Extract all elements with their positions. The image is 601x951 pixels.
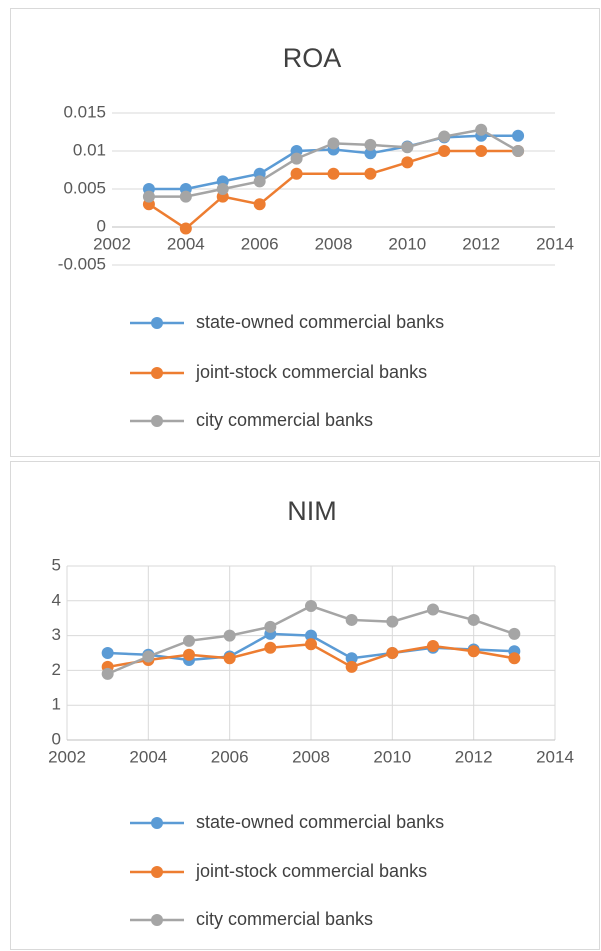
data-point	[364, 138, 377, 151]
data-point	[475, 145, 488, 157]
data-point	[327, 137, 340, 150]
chart-frame	[10, 8, 600, 457]
data-point	[364, 147, 377, 160]
data-point	[345, 652, 358, 665]
data-point	[253, 175, 266, 188]
data-point	[179, 222, 192, 235]
data-point	[345, 613, 358, 626]
data-point	[179, 190, 192, 203]
data-point	[475, 123, 488, 136]
y-tick-label: -0.005	[58, 254, 106, 273]
data-point	[508, 652, 521, 665]
legend-label: joint-stock commercial banks	[195, 861, 427, 881]
data-point	[305, 600, 317, 613]
x-tick-label: 2010	[388, 234, 426, 253]
data-point	[305, 638, 317, 651]
legend-label: state-owned commercial banks	[196, 812, 444, 832]
data-point	[183, 648, 195, 661]
y-tick-label: 0.015	[63, 102, 106, 121]
data-point	[290, 167, 303, 180]
data-point	[216, 183, 229, 195]
data-point	[508, 627, 521, 640]
y-tick-label: 3	[52, 625, 61, 644]
legend-marker	[151, 914, 163, 926]
data-point	[142, 190, 155, 203]
legend-marker	[151, 367, 163, 379]
x-tick-label: 2004	[129, 747, 167, 766]
data-point	[101, 647, 114, 659]
data-point	[345, 660, 358, 673]
data-point	[264, 641, 277, 654]
data-point	[305, 629, 317, 642]
data-point	[401, 141, 414, 154]
data-point	[101, 667, 114, 680]
y-tick-label: 1	[52, 695, 61, 714]
legend-label: state-owned commercial banks	[196, 312, 444, 332]
data-point	[512, 145, 525, 157]
data-point	[223, 629, 236, 642]
chart-title: ROA	[283, 43, 342, 73]
y-tick-label: 0	[52, 729, 61, 748]
data-point	[183, 634, 195, 647]
x-tick-label: 2002	[48, 747, 86, 766]
x-tick-label: 2008	[292, 747, 330, 766]
legend-label: city commercial banks	[196, 410, 373, 430]
data-point	[438, 130, 451, 143]
data-point	[364, 167, 377, 180]
legend-marker	[151, 817, 163, 829]
data-point	[467, 613, 480, 626]
data-point	[438, 145, 451, 157]
data-point	[142, 650, 155, 663]
data-point	[253, 198, 266, 211]
data-point	[427, 640, 439, 653]
data-point	[427, 603, 439, 616]
x-tick-label: 2002	[93, 234, 131, 253]
legend-marker	[151, 317, 163, 329]
x-tick-label: 2014	[536, 234, 574, 253]
y-tick-label: 5	[52, 555, 61, 574]
y-tick-label: 4	[52, 590, 61, 609]
legend-marker	[151, 415, 163, 427]
x-tick-label: 2004	[167, 234, 205, 253]
y-tick-label: 2	[52, 660, 61, 679]
y-tick-label: 0.005	[63, 178, 106, 197]
data-point	[223, 652, 236, 665]
legend-label: joint-stock commercial banks	[195, 362, 427, 382]
data-point	[401, 156, 414, 169]
x-tick-label: 2006	[211, 747, 249, 766]
legend-marker	[151, 866, 163, 878]
data-point	[327, 167, 340, 180]
data-point	[386, 647, 399, 659]
data-point	[290, 152, 303, 165]
x-tick-label: 2012	[462, 234, 500, 253]
x-tick-label: 2010	[373, 747, 411, 766]
data-point	[512, 129, 525, 142]
y-tick-label: 0	[97, 216, 106, 235]
data-point	[264, 620, 277, 633]
data-point	[386, 615, 399, 628]
x-tick-label: 2008	[315, 234, 353, 253]
x-tick-label: 2014	[536, 747, 574, 766]
x-tick-label: 2012	[455, 747, 493, 766]
x-tick-label: 2006	[241, 234, 279, 253]
y-tick-label: 0.01	[73, 140, 106, 159]
legend-label: city commercial banks	[196, 909, 373, 929]
data-point	[467, 645, 480, 658]
chart-title: NIM	[287, 496, 337, 526]
